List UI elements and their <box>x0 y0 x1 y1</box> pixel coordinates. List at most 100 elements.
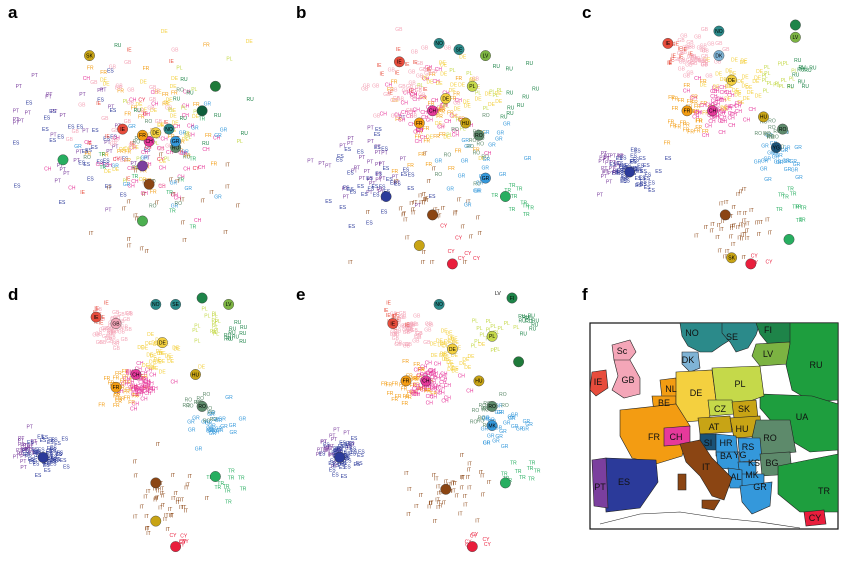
sample-point-ro: RO <box>186 403 194 409</box>
population-center-unlabeled-11 <box>150 477 162 489</box>
sample-point-es: ES <box>342 444 349 450</box>
sample-point-it: IT <box>184 485 188 491</box>
sample-point-pt: PT <box>18 438 24 444</box>
sample-point-it: IT <box>401 213 405 219</box>
map-region-it <box>679 439 733 501</box>
sample-point-gr: GR <box>782 159 790 165</box>
sample-point-es: ES <box>331 451 338 457</box>
population-center-label: PL <box>489 334 495 340</box>
sample-point-ch: CH <box>729 104 737 110</box>
sample-point-ch: CH <box>441 398 449 404</box>
sample-point-pl: PL <box>212 311 218 317</box>
sample-point-pl: PL <box>204 313 210 319</box>
sample-point-pl: PL <box>176 65 182 71</box>
sample-point-de: DE <box>157 123 165 129</box>
sample-point-gb: GB <box>112 310 120 316</box>
sample-point-de: DE <box>700 83 708 89</box>
sample-point-ch: CH <box>421 115 429 121</box>
sample-point-fr: FR <box>150 190 157 196</box>
sample-point-es: ES <box>57 135 64 141</box>
sample-point-ch: CH <box>444 383 452 389</box>
population-center-label: HU <box>475 379 483 385</box>
sample-point-pt: PT <box>381 150 387 156</box>
sample-point-pl: PL <box>153 135 159 141</box>
sample-point-fr: FR <box>108 380 115 386</box>
sample-point-fr: FR <box>104 376 111 382</box>
sample-point-ch: CH <box>439 373 447 379</box>
sample-point-gr: GR <box>212 430 220 436</box>
sample-point-fr: FR <box>702 110 709 116</box>
sample-point-es: ES <box>50 448 57 454</box>
sample-point-es: ES <box>49 109 56 115</box>
sample-point-pt: PT <box>375 178 381 184</box>
sample-point-pl: PL <box>762 74 768 80</box>
sample-point-ch: CH <box>134 387 142 393</box>
sample-point-it: IT <box>159 153 163 159</box>
population-center-unlabeled-13 <box>209 471 221 482</box>
sample-point-es: ES <box>23 452 30 458</box>
sample-point-gb: GB <box>397 324 405 330</box>
sample-point-gb: GB <box>129 142 137 148</box>
sample-point-pl: PL <box>226 57 232 63</box>
sample-point-gr: GR <box>795 175 803 181</box>
sample-point-ie: IE <box>678 47 683 53</box>
sample-point-ch: CH <box>136 386 144 392</box>
sample-point-gr: GR <box>499 172 507 178</box>
sample-point-es: ES <box>91 145 98 151</box>
sample-point-it: IT <box>742 187 746 193</box>
sample-point-ch: CH <box>136 377 144 383</box>
sample-point-ie: IE <box>380 72 385 78</box>
sample-point-gb: GB <box>373 114 381 120</box>
sample-point-gb: GB <box>392 332 400 338</box>
sample-point-es: ES <box>339 465 346 471</box>
sample-point-ro: RO <box>149 203 157 209</box>
sample-point-ro: RO <box>763 131 771 137</box>
sample-point-pt: PT <box>602 169 608 175</box>
sample-point-es: ES <box>103 163 110 169</box>
sample-point-fr: FR <box>113 376 120 382</box>
sample-point-it: IT <box>205 496 209 502</box>
sample-point-es: ES <box>655 169 662 175</box>
sample-point-de: DE <box>142 363 150 369</box>
sample-point-fr: FR <box>402 359 409 365</box>
sample-point-fr: FR <box>412 377 419 383</box>
sample-point-pt: PT <box>351 169 357 175</box>
sample-point-ch: CH <box>683 88 691 94</box>
sample-point-es: ES <box>85 148 92 154</box>
sample-point-ch: CH <box>431 371 439 377</box>
map-label-es: ES <box>618 477 630 487</box>
sample-point-it: IT <box>480 474 484 480</box>
sample-point-it: IT <box>127 199 131 205</box>
sample-point-pt: PT <box>378 190 384 196</box>
sample-point-cy: CY <box>179 539 187 545</box>
sample-point-ch: CH <box>414 368 422 374</box>
sample-point-gb: GB <box>411 49 419 55</box>
sample-point-gr: GR <box>522 427 530 433</box>
sample-point-pt: PT <box>20 459 26 465</box>
sample-point-pt: PT <box>25 447 31 453</box>
sample-point-de: DE <box>155 90 163 96</box>
sample-point-it: IT <box>741 223 745 229</box>
sample-point-it: IT <box>140 505 144 511</box>
sample-point-de: DE <box>470 77 478 83</box>
sample-point-gb: GB <box>683 74 691 80</box>
sample-point-pt: PT <box>608 171 614 177</box>
map-region-it-sardinia <box>677 473 687 491</box>
sample-point-pt: PT <box>50 133 56 139</box>
sample-point-es: ES <box>14 184 21 190</box>
sample-point-es: ES <box>339 441 346 447</box>
sample-point-ch: CH <box>413 129 421 135</box>
sample-point-pl: PL <box>164 156 170 162</box>
sample-point-ch: CH <box>728 111 736 117</box>
sample-point-gb: GB <box>390 98 398 104</box>
sample-point-gb: GB <box>694 35 702 41</box>
sample-point-ch: CH <box>426 117 434 123</box>
sample-point-fr: FR <box>168 134 175 140</box>
sample-point-gr: GR <box>784 159 792 165</box>
sample-point-it: IT <box>704 225 708 231</box>
sample-point-it: IT <box>423 197 427 203</box>
sample-point-it: IT <box>467 467 471 473</box>
sample-point-it: IT <box>406 512 410 518</box>
population-center-ie <box>387 318 399 329</box>
